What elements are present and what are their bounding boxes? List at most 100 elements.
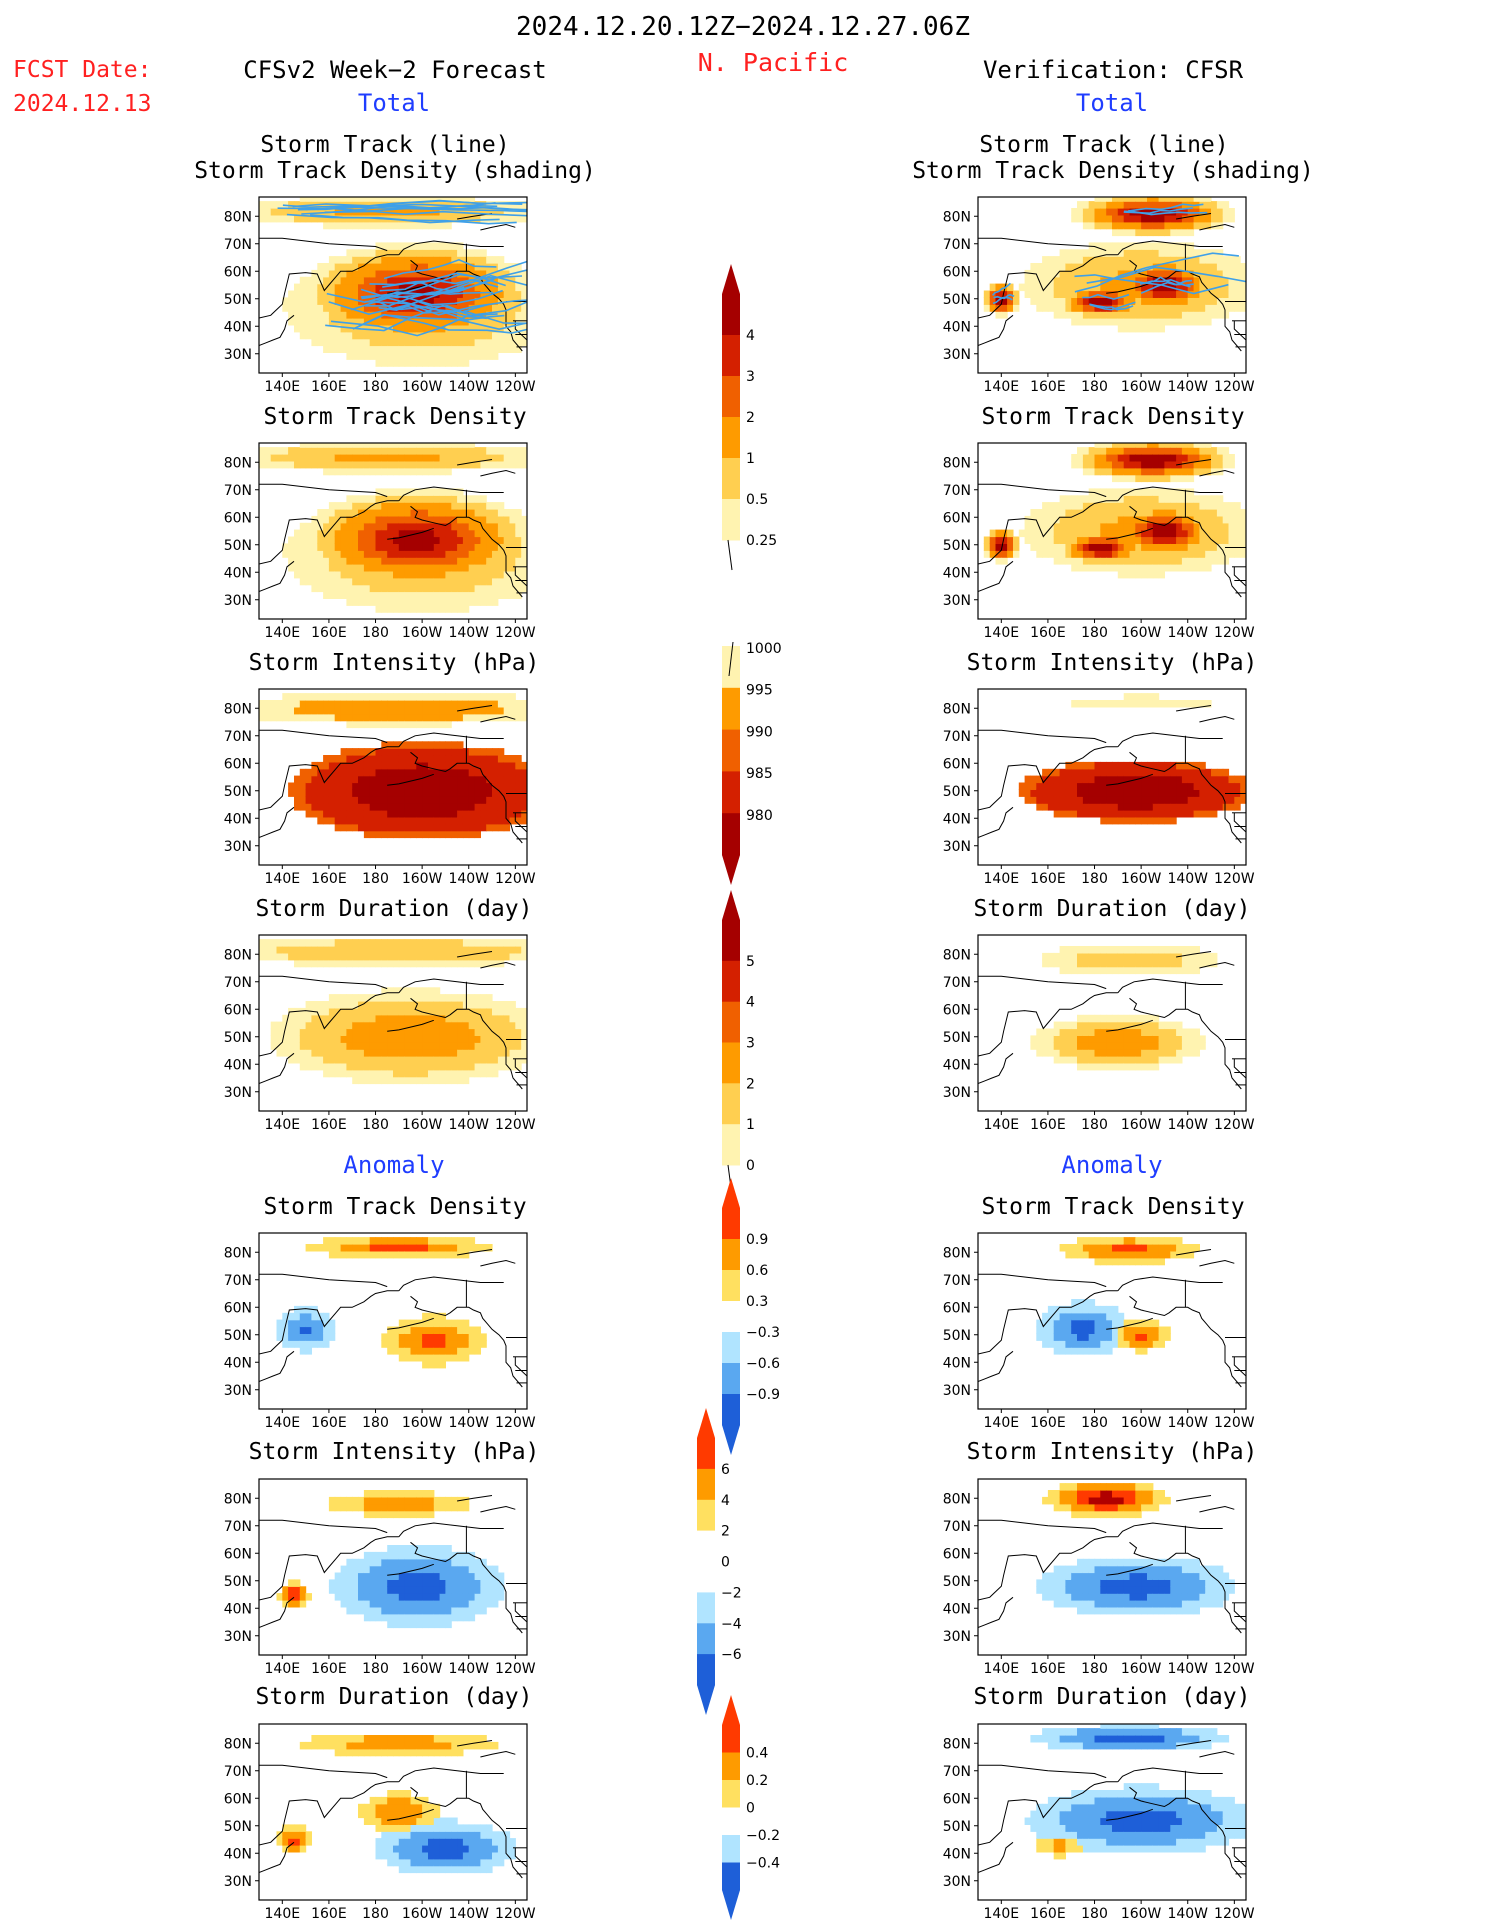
heatmap-cell: [352, 249, 359, 257]
heatmap-cell: [1106, 529, 1113, 538]
heatmap-cell: [503, 939, 511, 947]
heatmap-cell: [509, 515, 516, 524]
heatmap-cell: [1152, 495, 1160, 503]
heatmap-cell: [1176, 221, 1183, 230]
heatmap-cell: [352, 1007, 359, 1016]
heatmap-cell: [1047, 1042, 1055, 1050]
heatmap-cell: [503, 522, 511, 531]
lon-tick-label: 120W: [1214, 625, 1255, 641]
heatmap-cell: [445, 249, 452, 257]
lat-tick-label: 70N: [224, 729, 252, 745]
storm-track-line: [328, 274, 527, 316]
heatmap-cell: [492, 591, 499, 599]
heatmap-cell: [428, 557, 435, 565]
heatmap-cell: [352, 522, 359, 531]
heatmap-cell: [474, 748, 481, 756]
heatmap-cell: [1152, 460, 1160, 469]
heatmap-cell: [439, 748, 446, 756]
heatmap-cell: [474, 1049, 481, 1057]
heatmap-cell: [1088, 1021, 1096, 1030]
heatmap-cell: [381, 768, 388, 777]
heatmap-cell: [334, 550, 342, 558]
heatmap-cell: [1117, 443, 1125, 448]
heatmap-cell: [428, 741, 435, 749]
heatmap-cell: [299, 443, 307, 448]
heatmap-cell: [492, 345, 499, 353]
fc-intensity-title: Storm Intensity (hPa): [248, 650, 540, 676]
heatmap-cell: [1123, 467, 1131, 476]
heatmap-cell: [410, 959, 417, 968]
heatmap-cell: [334, 591, 342, 599]
heatmap-cell: [428, 256, 435, 264]
heatmap-cell: [1129, 1056, 1136, 1064]
heatmap-cell: [422, 283, 429, 292]
heatmap-cell: [387, 256, 394, 264]
heatmap-cell: [1077, 810, 1084, 818]
heatmap-cell: [433, 345, 441, 353]
heatmap-cell: [497, 761, 505, 770]
heatmap-cell: [1234, 775, 1241, 784]
heatmap-cell: [428, 1069, 435, 1078]
heatmap-cell: [1123, 1042, 1131, 1050]
heatmap-cell: [398, 447, 406, 455]
heatmap-cell: [352, 443, 359, 448]
heatmap-cell: [1135, 276, 1142, 285]
heatmap-cell: [1100, 796, 1107, 804]
heatmap-cell: [1147, 550, 1154, 558]
heatmap-cell: [358, 460, 365, 469]
heatmap-cell: [428, 338, 435, 347]
heatmap-cell: [1117, 447, 1125, 455]
heatmap-cell: [1240, 522, 1246, 531]
heatmap-cell: [1158, 221, 1165, 230]
heatmap-cell: [1047, 789, 1055, 797]
heatmap-cell: [1158, 443, 1165, 448]
lat-tick-label: 40N: [943, 565, 971, 581]
storm-track-line: [992, 282, 1011, 296]
heatmap-cell: [334, 782, 342, 790]
heatmap-cell: [1059, 550, 1066, 558]
heatmap-cell: [416, 256, 423, 264]
heatmap-cell: [363, 1056, 371, 1064]
heatmap-cell: [363, 550, 371, 558]
heatmap-cell: [387, 748, 394, 756]
heatmap-cell: [340, 693, 347, 701]
heatmap-cell: [1112, 782, 1119, 790]
heatmap-cell: [363, 447, 371, 455]
heatmap-cell: [363, 443, 371, 448]
heatmap-cell: [317, 318, 324, 326]
heatmap-cell: [474, 796, 481, 804]
heatmap-cell: [480, 775, 487, 784]
heatmap-cell: [433, 755, 441, 763]
heatmap-cell: [369, 1014, 377, 1023]
heatmap-cell: [1147, 256, 1154, 264]
heatmap-cell: [1187, 789, 1195, 797]
heatmap-cell: [451, 536, 458, 544]
heatmap-cell: [445, 331, 452, 340]
heatmap-cell: [363, 591, 371, 599]
heatmap-cell: [1117, 700, 1125, 708]
heatmap-cell: [1071, 290, 1078, 298]
heatmap-cell: [509, 946, 516, 954]
heatmap-cell: [428, 584, 435, 593]
heatmap-cell: [381, 577, 388, 586]
heatmap-cell: [1228, 522, 1235, 531]
heatmap-cell: [381, 324, 388, 333]
heatmap-cell: [323, 570, 330, 579]
heatmap-cell: [363, 1028, 371, 1036]
heatmap-cell: [334, 467, 342, 476]
heatmap-cell: [404, 197, 412, 202]
heatmap-cell: [1088, 276, 1096, 285]
heatmap-cell: [393, 467, 400, 476]
lat-tick-label: 60N: [943, 510, 971, 526]
heatmap-cell: [439, 946, 446, 954]
heatmap-cell: [1158, 447, 1165, 455]
heatmap-cell: [393, 557, 400, 565]
heatmap-cell: [515, 318, 522, 326]
heatmap-cell: [369, 352, 377, 360]
lat-tick-label: 60N: [943, 756, 971, 772]
heatmap-cell: [1053, 515, 1061, 524]
heatmap-cell: [480, 256, 487, 264]
heatmap-cell: [515, 706, 522, 715]
heatmap-cell: [404, 454, 412, 462]
heatmap-cell: [480, 1056, 487, 1064]
